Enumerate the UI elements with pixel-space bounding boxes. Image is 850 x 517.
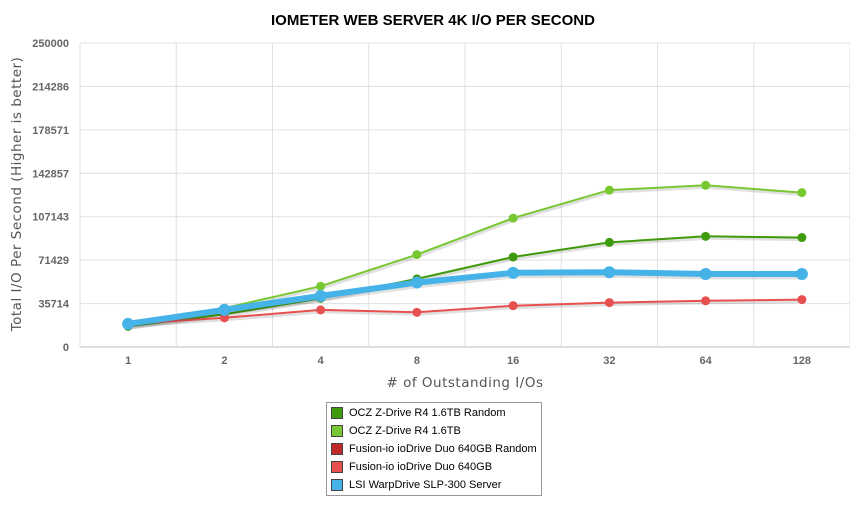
x-tick-label: 64: [700, 355, 713, 367]
series-shadow: [128, 185, 804, 328]
data-point: [797, 295, 807, 305]
data-point: [701, 231, 711, 241]
data-point: [410, 276, 423, 289]
series-shadow: [128, 236, 803, 330]
legend-item: OCZ Z-Drive R4 1.6TB Random: [331, 405, 505, 421]
data-point: [508, 301, 518, 311]
legend-item: Fusion-io ioDrive Duo 640GB Random: [331, 441, 537, 457]
x-tick-label: 8: [414, 355, 420, 367]
legend-swatch: [331, 479, 343, 491]
legend-swatch: [331, 443, 343, 455]
y-tick-label: 35714: [38, 299, 69, 311]
legend-label: LSI WarpDrive SLP-300 Server: [349, 479, 502, 491]
legend-label: Fusion-io ioDrive Duo 640GB Random: [349, 443, 537, 455]
series-line: [125, 269, 805, 327]
data-point: [797, 188, 807, 198]
legend-item: OCZ Z-Drive R4 1.6TB: [331, 423, 461, 439]
legend-swatch: [331, 407, 343, 419]
legend-item: LSI WarpDrive SLP-300 Server: [331, 477, 501, 493]
series-shadow: [129, 300, 803, 328]
data-point: [603, 266, 616, 279]
data-point: [412, 250, 422, 260]
series-layer: [122, 180, 808, 331]
data-point: [508, 213, 518, 223]
y-tick-label: 178571: [32, 125, 69, 137]
data-point: [699, 268, 712, 281]
y-tick-label: 250000: [32, 38, 69, 50]
data-point: [412, 307, 422, 317]
y-tick-label: 142857: [32, 168, 69, 180]
x-tick-label: 2: [221, 355, 227, 367]
y-tick-label: 107143: [32, 212, 69, 224]
data-point: [219, 313, 229, 323]
x-tick-label: 32: [603, 355, 615, 367]
x-tick-label: 128: [793, 355, 811, 367]
data-point: [122, 317, 135, 330]
data-point: [218, 303, 231, 316]
x-axis-label: # of Outstanding I/Os: [387, 375, 544, 391]
data-point: [316, 281, 326, 291]
y-axis-label: Total I/O Per Second (Higher is better): [9, 57, 25, 333]
series-4: [122, 266, 808, 330]
y-tick-label: 71429: [38, 255, 69, 267]
y-tick-label: 214286: [32, 81, 69, 93]
legend: OCZ Z-Drive R4 1.6TB Random OCZ Z-Drive R…: [326, 402, 542, 496]
x-tick-label: 1: [125, 355, 131, 367]
data-point: [316, 305, 326, 315]
data-point: [604, 298, 614, 308]
data-point: [604, 185, 614, 195]
y-tick-label: 0: [63, 342, 69, 354]
legend-label: OCZ Z-Drive R4 1.6TB Random: [349, 407, 506, 419]
data-point: [314, 289, 327, 302]
data-point: [797, 233, 807, 243]
series-3: [123, 295, 807, 329]
data-point: [795, 268, 808, 281]
legend-item: Fusion-io ioDrive Duo 640GB: [331, 459, 492, 475]
data-point: [604, 237, 614, 247]
data-point: [508, 252, 518, 262]
chart-title: IOMETER WEB SERVER 4K I/O PER SECOND: [271, 12, 595, 29]
x-tick-label: 4: [318, 355, 325, 367]
series-line: [127, 235, 803, 328]
legend-label: Fusion-io ioDrive Duo 640GB: [349, 461, 493, 473]
tick-labels: 0 35714 71429 107143 142857 178571 214286 25000…: [32, 38, 811, 367]
legend-label: OCZ Z-Drive R4 1.6TB: [349, 425, 461, 437]
series-line: [127, 184, 803, 325]
data-point: [507, 266, 520, 279]
data-point: [701, 180, 711, 190]
series-line: [127, 298, 803, 325]
legend-swatch: [331, 461, 343, 473]
data-point: [701, 296, 711, 306]
x-tick-label: 16: [507, 355, 519, 367]
legend-swatch: [331, 425, 343, 437]
